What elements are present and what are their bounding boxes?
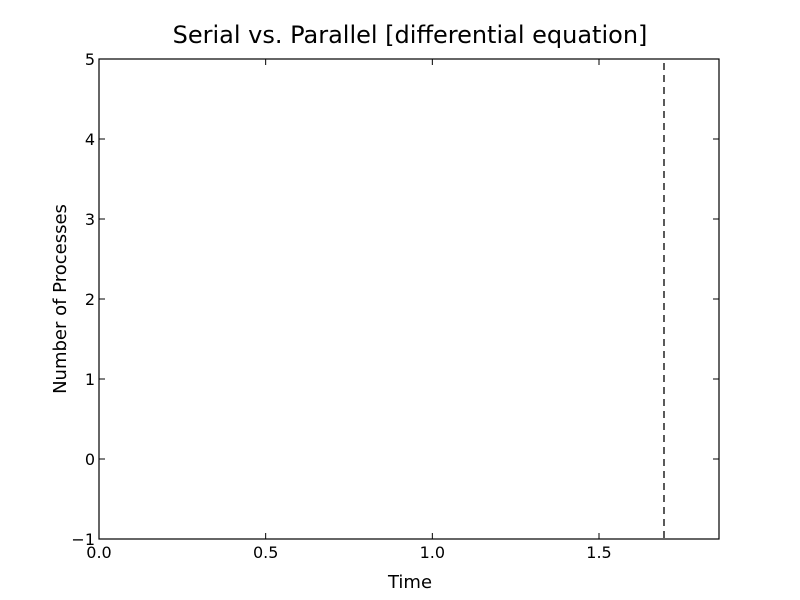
y-tick-label: 5 bbox=[85, 50, 95, 69]
y-tick-label: 3 bbox=[85, 210, 95, 229]
y-tick-label: −1 bbox=[71, 530, 95, 549]
y-tick-label: 4 bbox=[85, 130, 95, 149]
plot-area bbox=[99, 59, 719, 539]
x-tick-label: 0.0 bbox=[86, 543, 111, 562]
x-tick-label: 1.0 bbox=[420, 543, 445, 562]
y-tick-label: 2 bbox=[85, 290, 95, 309]
y-axis-label: Number of Processes bbox=[50, 204, 71, 394]
y-axis-ticks: −1 0 1 2 3 4 5 bbox=[71, 50, 719, 549]
x-tick-label: 0.5 bbox=[253, 543, 278, 562]
x-axis-ticks: 0.0 0.5 1.0 1.5 bbox=[86, 59, 612, 562]
chart-title: Serial vs. Parallel [differential equati… bbox=[173, 21, 648, 49]
x-tick-label: 1.5 bbox=[586, 543, 611, 562]
y-tick-label: 1 bbox=[85, 370, 95, 389]
x-axis-label: Time bbox=[387, 572, 432, 593]
plot-frame bbox=[98, 58, 720, 540]
y-tick-label: 0 bbox=[85, 450, 95, 469]
